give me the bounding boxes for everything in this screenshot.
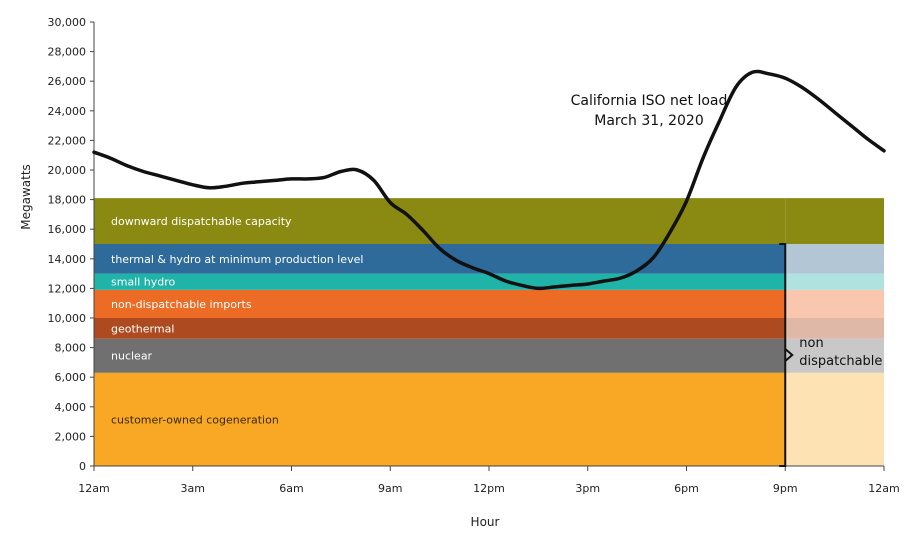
band-faded-1 [785,338,884,373]
band-label-6: downward dispatchable capacity [111,215,292,228]
x-tick-label: 9pm [773,482,798,495]
y-tick-label: 0 [79,460,86,473]
net-load-line-0 [92,69,886,291]
band-label-4: small hydro [111,276,176,289]
band-faded-3 [785,289,884,318]
band-faded-5 [785,244,884,274]
x-tick-label: 12am [868,482,899,495]
band-label-1: nuclear [111,350,153,363]
band-faded-2 [785,318,884,339]
y-axis-title: Megawatts [19,164,33,230]
y-tick-label: 16,000 [48,223,87,236]
supply-bands [94,198,884,466]
band-2 [94,318,786,339]
band-label-5: thermal & hydro at minimum production le… [111,253,363,266]
band-6 [94,198,786,244]
non-dispatchable-bracket: non dispatchable [779,243,882,467]
x-tick-label: 6am [279,482,303,495]
x-axis-title: Hour [471,515,500,529]
non-dispatchable-label-0: non [799,336,823,351]
x-tick-label: 12am [78,482,109,495]
bracket-shape [779,243,794,467]
band-faded-4 [785,273,884,290]
band-3 [94,289,786,318]
x-tick-label: 6pm [674,482,699,495]
y-tick-label: 6,000 [55,371,87,384]
band-label-0: customer-owned cogeneration [111,413,279,426]
band-faded-0 [785,372,884,466]
y-tick-label: 22,000 [48,134,87,147]
y-tick-label: 10,000 [48,312,87,325]
y-tick-label: 20,000 [48,164,87,177]
annotation-line-1: California ISO net load [571,93,728,109]
y-tick-label: 30,000 [48,16,87,29]
y-tick-label: 26,000 [48,75,87,88]
y-axis-ticks: 0 2,000 4,000 6,000 8,000 10,000 12,000 14,000 1… [48,16,94,473]
y-tick-label: 4,000 [55,401,87,414]
y-tick-label: 24,000 [48,105,87,118]
band-0 [94,372,786,466]
x-tick-label: 3pm [575,482,600,495]
x-axis-ticks: 12am 3am 6am 9am 12pm 3pm 6pm 9pm 12am [78,466,900,495]
y-tick-label: 28,000 [48,46,87,59]
x-tick-label: 9am [378,482,402,495]
band-4 [94,273,786,290]
band-label-3: non-dispatchable imports [111,298,252,311]
band-faded-6 [785,198,884,244]
y-tick-label: 2,000 [55,430,87,443]
x-tick-label: 3am [181,482,205,495]
annotation-line-2: March 31, 2020 [594,113,703,129]
y-tick-label: 8,000 [55,342,87,355]
band-labels: customer-owned cogeneration nuclear geothe… [111,215,363,426]
y-tick-label: 18,000 [48,194,87,207]
y-tick-label: 14,000 [48,253,87,266]
non-dispatchable-label-1: dispatchable [799,354,882,369]
net-load-series [92,69,886,291]
x-tick-label: 12pm [473,482,505,495]
y-tick-label: 12,000 [48,282,87,295]
band-label-2: geothermal [111,322,174,335]
band-1 [94,338,786,373]
